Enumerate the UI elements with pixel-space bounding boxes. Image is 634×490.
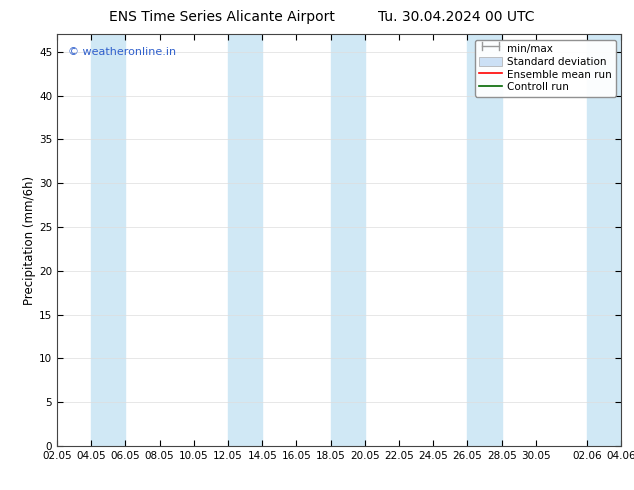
Text: Tu. 30.04.2024 00 UTC: Tu. 30.04.2024 00 UTC xyxy=(378,10,534,24)
Bar xyxy=(91,34,126,446)
Bar xyxy=(331,34,365,446)
Bar xyxy=(467,34,501,446)
Bar xyxy=(228,34,262,446)
Legend: min/max, Standard deviation, Ensemble mean run, Controll run: min/max, Standard deviation, Ensemble me… xyxy=(475,40,616,97)
Bar xyxy=(587,34,621,446)
Y-axis label: Precipitation (mm/6h): Precipitation (mm/6h) xyxy=(23,175,36,305)
Text: ENS Time Series Alicante Airport: ENS Time Series Alicante Airport xyxy=(109,10,335,24)
Text: © weatheronline.in: © weatheronline.in xyxy=(68,47,176,57)
